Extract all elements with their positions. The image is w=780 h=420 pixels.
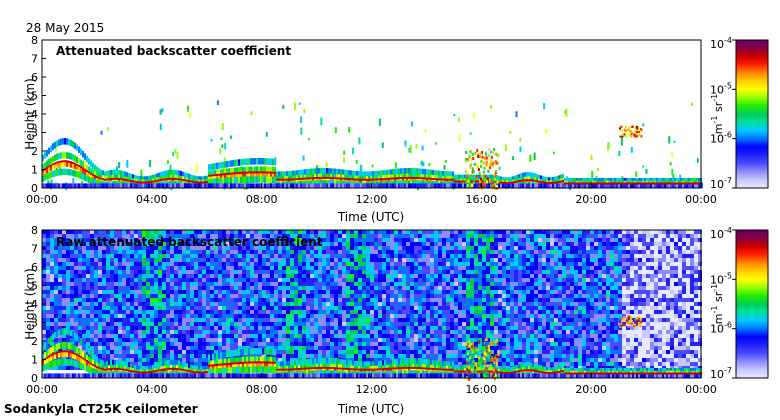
heatmap-cells xyxy=(42,230,702,381)
y-tick-label: 7 xyxy=(31,53,38,66)
panel-title: Attenuated backscatter coefficient xyxy=(56,44,291,58)
heatmap-cells xyxy=(42,100,703,191)
y-ticks: 0 1 2 3 4 5 6 7 8 xyxy=(31,34,46,195)
y-tick-label: 8 xyxy=(31,224,38,237)
panel-attenuated: Attenuated backscatter coefficient 0 1 2 3 4… xyxy=(23,34,769,224)
y-axis-label: Height (km) xyxy=(23,268,37,339)
y-axis-label: Height (km) xyxy=(23,78,37,149)
y-tick-label: 6 xyxy=(31,261,38,274)
x-tick-label: 00:00 xyxy=(26,383,58,396)
y-tick-label: 0 xyxy=(31,372,38,385)
x-tick-label: 08:00 xyxy=(246,383,278,396)
colorbar-tick-label: 10-5 xyxy=(710,81,732,96)
plot-area xyxy=(42,40,701,188)
y-tick-label: 0 xyxy=(31,182,38,195)
x-tick-label: 12:00 xyxy=(356,383,388,396)
x-axis-label: Time (UTC) xyxy=(337,402,404,416)
colorbar-tick-label: 10-4 xyxy=(710,226,732,241)
x-tick-label: 08:00 xyxy=(246,193,278,206)
panel-raw-attenuated: Raw attenuated backscatter coefficient 0… xyxy=(23,224,769,416)
y-tick-label: 1 xyxy=(31,354,38,367)
colorbar-unit-label: m-1 sr-1 xyxy=(710,284,725,324)
colorbar-unit-label: m-1 sr-1 xyxy=(710,94,725,134)
x-tick-label: 04:00 xyxy=(136,193,168,206)
x-axis-label: Time (UTC) xyxy=(337,210,404,224)
y-tick-label: 5 xyxy=(31,280,38,293)
x-tick-label: 00:00 xyxy=(685,383,717,396)
x-tick-label: 20:00 xyxy=(575,193,607,206)
colorbar-bar xyxy=(735,39,769,189)
colorbar-tick-label: 10-6 xyxy=(710,131,732,146)
y-tick-label: 4 xyxy=(31,108,38,121)
y-tick-label: 3 xyxy=(31,127,38,140)
x-tick-label: 20:00 xyxy=(575,383,607,396)
y-ticks: 0 1 2 3 4 5 6 7 8 xyxy=(31,224,46,385)
y-tick-label: 6 xyxy=(31,71,38,84)
colorbar-tick-label: 10-7 xyxy=(710,366,732,381)
colorbar-tick-label: 10-5 xyxy=(710,271,732,286)
y-tick-label: 7 xyxy=(31,243,38,256)
x-ticks: 00:00 04:00 08:00 12:00 16:00 20:00 00:00 xyxy=(26,183,717,206)
colorbar: 10-4 10-5 10-6 10-7 m-1 sr-1 xyxy=(710,226,769,381)
x-tick-label: 12:00 xyxy=(356,193,388,206)
x-tick-label: 04:00 xyxy=(136,383,168,396)
x-ticks: 00:00 04:00 08:00 12:00 16:00 20:00 00:00 xyxy=(26,373,717,396)
date-label: 28 May 2015 xyxy=(26,21,104,35)
y-tick-label: 2 xyxy=(31,335,38,348)
colorbar-bar xyxy=(735,229,769,379)
colorbar-tick-label: 10-7 xyxy=(710,176,732,191)
y-tick-label: 8 xyxy=(31,34,38,47)
y-tick-label: 5 xyxy=(31,90,38,103)
colorbar-tick-label: 10-6 xyxy=(710,321,732,336)
x-tick-label: 00:00 xyxy=(26,193,58,206)
y-tick-label: 1 xyxy=(31,164,38,177)
x-tick-label: 16:00 xyxy=(465,383,497,396)
colorbar: 10-4 10-5 10-6 10-7 m-1 sr-1 xyxy=(710,36,769,191)
panel-title: Raw attenuated backscatter coefficient xyxy=(56,235,323,249)
y-tick-label: 2 xyxy=(31,145,38,158)
x-tick-label: 16:00 xyxy=(465,193,497,206)
y-tick-label: 3 xyxy=(31,317,38,330)
y-tick-label: 4 xyxy=(31,298,38,311)
footer-label: Sodankyla CT25K ceilometer xyxy=(4,402,198,416)
colorbar-tick-label: 10-4 xyxy=(710,36,732,51)
x-tick-label: 00:00 xyxy=(685,193,717,206)
